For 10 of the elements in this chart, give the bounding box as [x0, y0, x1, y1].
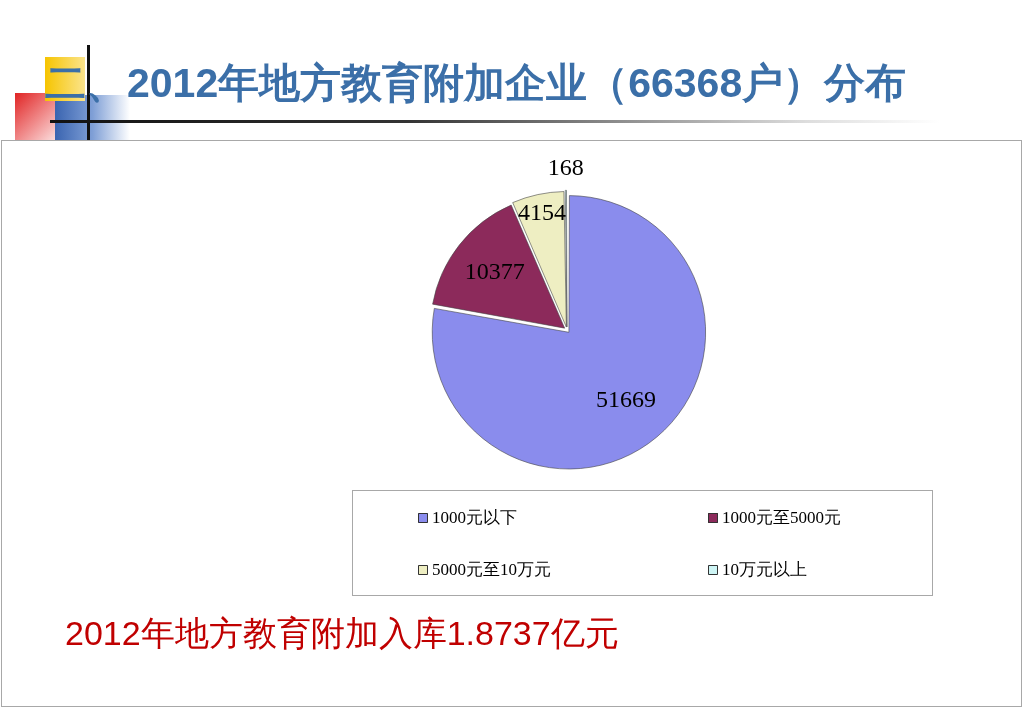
data-label: 4154 — [517, 199, 566, 226]
legend-label: 1000元以下 — [432, 508, 517, 528]
data-label: 10377 — [464, 258, 525, 284]
legend-label: 10万元以上 — [722, 560, 807, 580]
text: 2012年地方教育附加入库1.8737亿元 — [65, 613, 619, 654]
data-label: 51669 — [596, 386, 657, 413]
legend-label: 5000元至10万元 — [432, 560, 551, 580]
data-label: 168 — [547, 153, 584, 180]
chart-title: 二、2012年地方教育附加企业（66368户）分布 — [45, 60, 907, 106]
legend-label: 1000元至5000元 — [722, 508, 841, 528]
